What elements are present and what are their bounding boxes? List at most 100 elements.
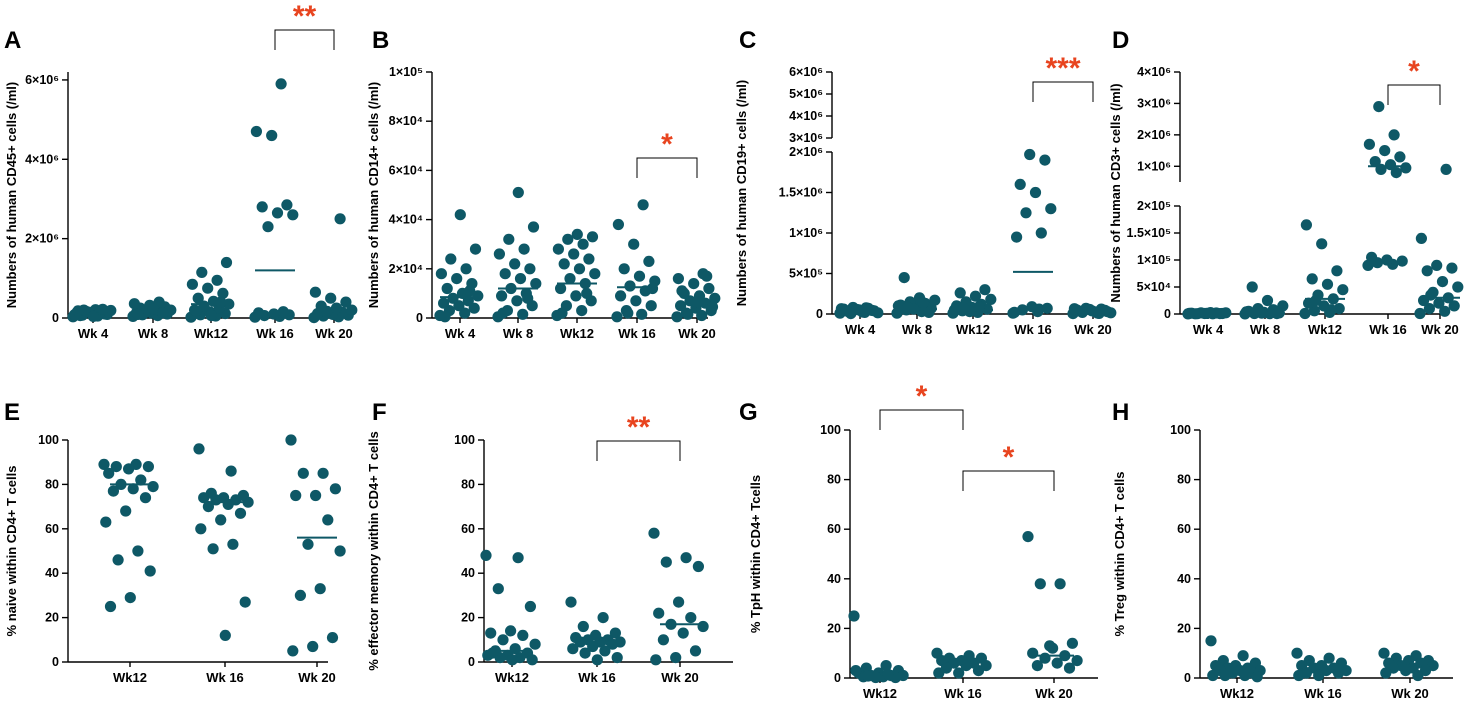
- data-point: [1029, 186, 1042, 199]
- data-point: [1396, 255, 1408, 267]
- data-point: [703, 282, 715, 295]
- data-point: [330, 302, 343, 314]
- data-point: [1316, 238, 1328, 250]
- x-tick-label: Wk12: [956, 322, 990, 337]
- data-point: [671, 311, 683, 323]
- data-point: [571, 228, 583, 240]
- data-point: [1219, 669, 1231, 682]
- data-point: [680, 552, 692, 564]
- y-tick-label: 20: [461, 611, 475, 625]
- significance-bracket: [962, 470, 1055, 491]
- data-point: [660, 556, 672, 568]
- data-point: [672, 273, 685, 285]
- data-point: [98, 458, 110, 470]
- data-point: [917, 297, 929, 309]
- data-point: [1446, 262, 1458, 274]
- data-point: [555, 282, 567, 295]
- data-point: [1011, 231, 1023, 243]
- data-point: [898, 272, 910, 284]
- x-tick-label: Wk 20: [298, 670, 336, 685]
- y-tick-label: 1.5×10⁵: [1127, 226, 1172, 240]
- data-point: [512, 186, 524, 199]
- data-point: [1331, 265, 1343, 277]
- data-point: [1431, 259, 1443, 271]
- panel-d: D 0 5×10⁴ 1×10⁵ 1.5×10⁵ 2×10⁵ 1×10⁶ 2×10⁶ 3×10⁶ 4…: [1108, 27, 1464, 337]
- data-point: [612, 218, 625, 231]
- data-point: [469, 243, 482, 255]
- data-point: [1310, 294, 1322, 307]
- data-point: [1421, 265, 1433, 277]
- data-point: [611, 652, 623, 664]
- y-tick-label: 60: [1177, 522, 1191, 536]
- y-tick-label: 2×10⁶: [25, 232, 59, 246]
- data-point: [1291, 647, 1303, 659]
- data-point: [576, 305, 588, 317]
- y-tick-label: 60: [45, 522, 59, 536]
- y-tick-label: 40: [827, 572, 841, 586]
- data-point: [485, 627, 497, 639]
- x-tick-label: Wk 20: [678, 326, 716, 341]
- data-point: [587, 640, 599, 653]
- data-point: [618, 263, 630, 275]
- data-point: [650, 654, 662, 666]
- data-point: [287, 645, 299, 657]
- data-point: [493, 248, 505, 260]
- data-point: [157, 307, 169, 319]
- y-tick-label: 2×10⁶: [1137, 128, 1171, 142]
- x-tick-label: Wk 16: [1369, 322, 1407, 337]
- data-point: [701, 270, 713, 282]
- data-point: [589, 268, 601, 280]
- data-point: [190, 305, 202, 317]
- data-point: [112, 554, 124, 566]
- data-point: [325, 292, 337, 304]
- y-tick-label: 60: [461, 522, 475, 536]
- data-point: [193, 443, 205, 455]
- y-tick-label: 0: [1164, 307, 1171, 321]
- y-tick-label: 40: [1177, 572, 1191, 586]
- data-point: [217, 287, 229, 299]
- significance-stars: *: [1003, 441, 1015, 474]
- data-point: [110, 461, 122, 473]
- data-point: [195, 523, 207, 535]
- data-point: [132, 545, 144, 557]
- data-point: [953, 667, 965, 679]
- data-point: [564, 273, 576, 285]
- data-point: [1034, 578, 1046, 590]
- data-point: [1378, 647, 1390, 659]
- x-tick-label: Wk 20: [1074, 322, 1112, 337]
- data-point: [1293, 669, 1305, 682]
- data-point: [1045, 203, 1057, 215]
- data-point: [275, 78, 287, 90]
- y-tick-label: 80: [1177, 473, 1191, 487]
- data-point: [902, 301, 914, 314]
- data-point: [1448, 300, 1460, 312]
- data-point: [597, 612, 609, 624]
- y-axis-label: % effector memory within CD4+ T cells: [366, 431, 381, 670]
- data-point: [670, 652, 682, 664]
- data-point: [1054, 578, 1066, 590]
- data-point: [315, 300, 327, 312]
- x-tick-label: Wk 20: [1391, 686, 1429, 701]
- x-tick-label: Wk 20: [1035, 686, 1073, 701]
- data-point: [646, 282, 659, 295]
- x-tick-label: Wk 8: [902, 322, 932, 337]
- data-point: [1423, 303, 1435, 315]
- y-tick-label: 1×10⁶: [789, 226, 823, 240]
- data-point: [451, 273, 463, 285]
- data-point: [1381, 254, 1393, 266]
- data-point: [447, 292, 459, 304]
- data-point: [1033, 303, 1045, 315]
- significance-stars: *: [916, 380, 928, 413]
- y-tick-label: 4×10⁶: [1137, 65, 1171, 79]
- data-point: [492, 583, 504, 595]
- data-point: [215, 514, 227, 526]
- data-point: [1337, 284, 1349, 296]
- data-point: [1071, 655, 1083, 667]
- data-point: [586, 231, 599, 243]
- data-point: [1400, 162, 1412, 174]
- x-tick-label: Wk 20: [1421, 322, 1459, 337]
- data-point: [1205, 635, 1217, 647]
- data-point: [435, 268, 447, 280]
- data-point: [287, 209, 299, 221]
- y-tick-label: 20: [827, 621, 841, 635]
